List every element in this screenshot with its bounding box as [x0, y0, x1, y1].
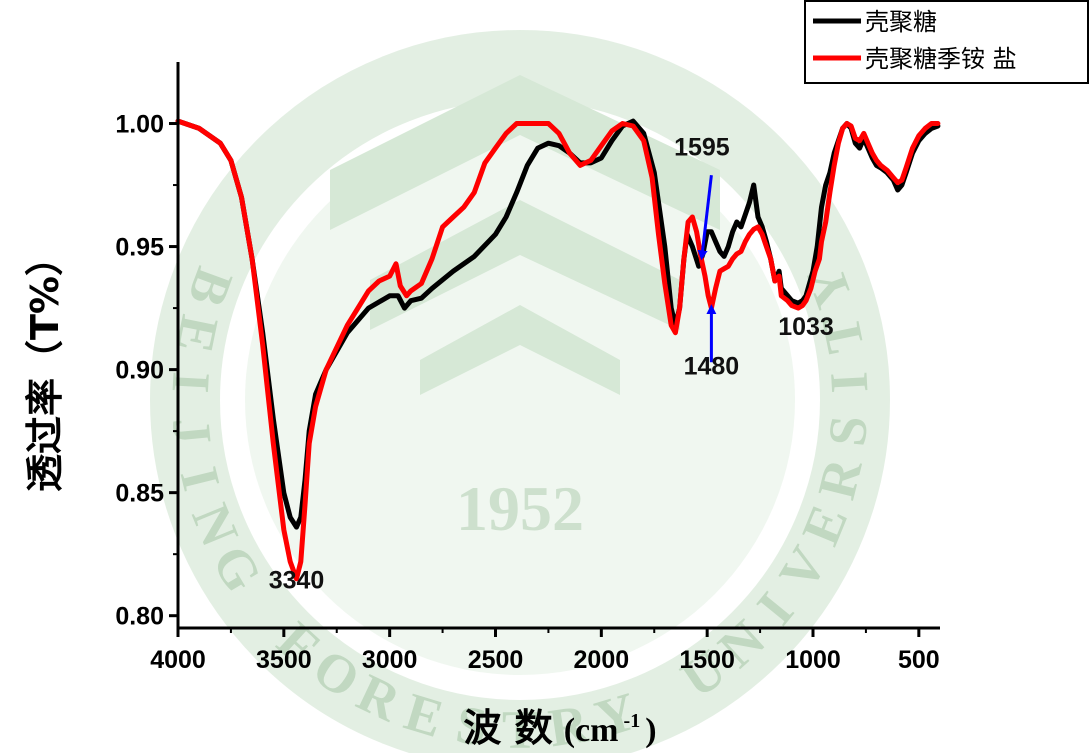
y-tick-label: 1.00	[115, 111, 164, 139]
x-axis-title-close: )	[645, 712, 656, 749]
series-group	[175, 118, 941, 582]
annotation-label: 1033	[778, 313, 834, 341]
x-tick-label: 1000	[785, 646, 841, 674]
watermark-roof-3	[420, 305, 620, 395]
x-tick-label: 1500	[679, 646, 735, 674]
annotation-label: 1595	[674, 134, 730, 162]
annotation-arrow	[697, 175, 713, 261]
annotation-label: 3340	[269, 567, 325, 595]
y-tick-label: 0.90	[115, 357, 164, 385]
series-line-quaternary-salt	[175, 118, 941, 582]
x-tick-label: 2500	[468, 646, 524, 674]
watermark-disc	[245, 125, 795, 675]
watermark-roof-1	[330, 75, 720, 230]
y-tick-label: 0.85	[115, 480, 164, 508]
x-tick-label: 3000	[362, 646, 418, 674]
y-tick-label: 0.80	[115, 603, 164, 631]
legend-label: 壳聚糖季铵 盐	[865, 45, 1017, 73]
watermark-year: 1952	[456, 473, 584, 544]
x-tick-label: 500	[898, 646, 940, 674]
legend-box	[804, 0, 1089, 84]
watermark-letter: J	[161, 415, 223, 448]
y-axis-title: 透过率（T%）	[23, 238, 67, 492]
watermark-letter: I	[818, 370, 879, 394]
x-axis-title-label: 波 数	[463, 706, 552, 750]
x-tick-label: 3500	[256, 646, 312, 674]
y-tick-label: 0.95	[115, 234, 164, 262]
svg-text:波 数 (cm -1 ): 波 数 (cm -1 )	[463, 706, 656, 750]
legend-label: 壳聚糖	[865, 8, 937, 36]
watermark-ring	[150, 30, 890, 753]
x-tick-label: 4000	[150, 646, 206, 674]
annotations: 3340 1595 1480 1033	[269, 134, 834, 595]
watermark-letter: T	[502, 699, 538, 753]
x-axis-title-unit: (cm	[564, 712, 619, 749]
x-tick-label: 2000	[574, 646, 630, 674]
x-axis-title-sup: -1	[624, 710, 641, 732]
annotation-label: 1480	[684, 353, 740, 381]
watermark-letter: S	[817, 413, 880, 449]
axes: 4000 3500 3000 2500 2000 1500 1000 500 0.80 0.85 0…	[115, 62, 940, 674]
x-axis-title: 波 数 (cm -1 )	[463, 706, 656, 750]
watermark-letter: I	[161, 370, 222, 394]
